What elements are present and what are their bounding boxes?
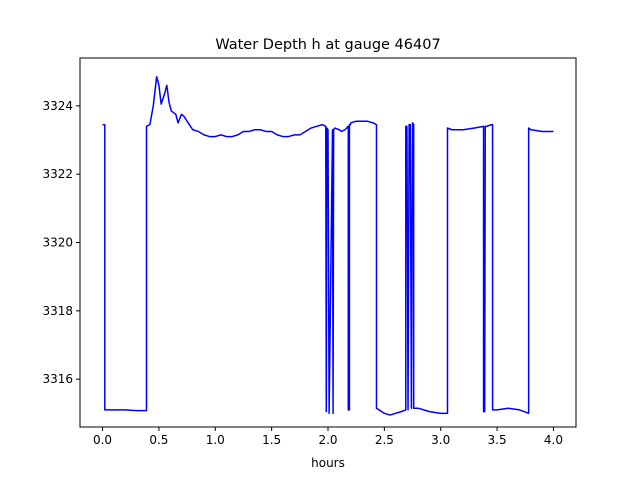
y-tick-label: 3316 <box>42 372 73 386</box>
axes-frame <box>79 57 577 428</box>
x-tick-label: 3.0 <box>431 433 450 447</box>
chart-title: Water Depth h at gauge 46407 <box>215 37 440 53</box>
x-tick-label: 1.5 <box>262 433 281 447</box>
x-tick-label: 2.5 <box>375 433 394 447</box>
x-tick-label: 0.5 <box>149 433 168 447</box>
plot-area <box>102 76 554 416</box>
x-tick-label: 3.5 <box>488 433 507 447</box>
y-tick-label: 3318 <box>42 304 73 318</box>
x-tick-label: 2.0 <box>318 433 337 447</box>
x-tick-label: 0.0 <box>93 433 112 447</box>
axis-ticks: 0.0 0.5 1.0 1.5 2.0 2.5 3.0 3.5 4.0 3316 3318 3320 3… <box>42 99 563 447</box>
series-line <box>102 76 554 416</box>
y-tick-label: 3320 <box>42 236 73 250</box>
x-tick-label: 4.0 <box>544 433 563 447</box>
y-tick-label: 3322 <box>42 167 73 181</box>
x-tick-label: 1.0 <box>206 433 225 447</box>
y-tick-label: 3324 <box>42 99 73 113</box>
x-axis-label: hours <box>311 456 345 470</box>
